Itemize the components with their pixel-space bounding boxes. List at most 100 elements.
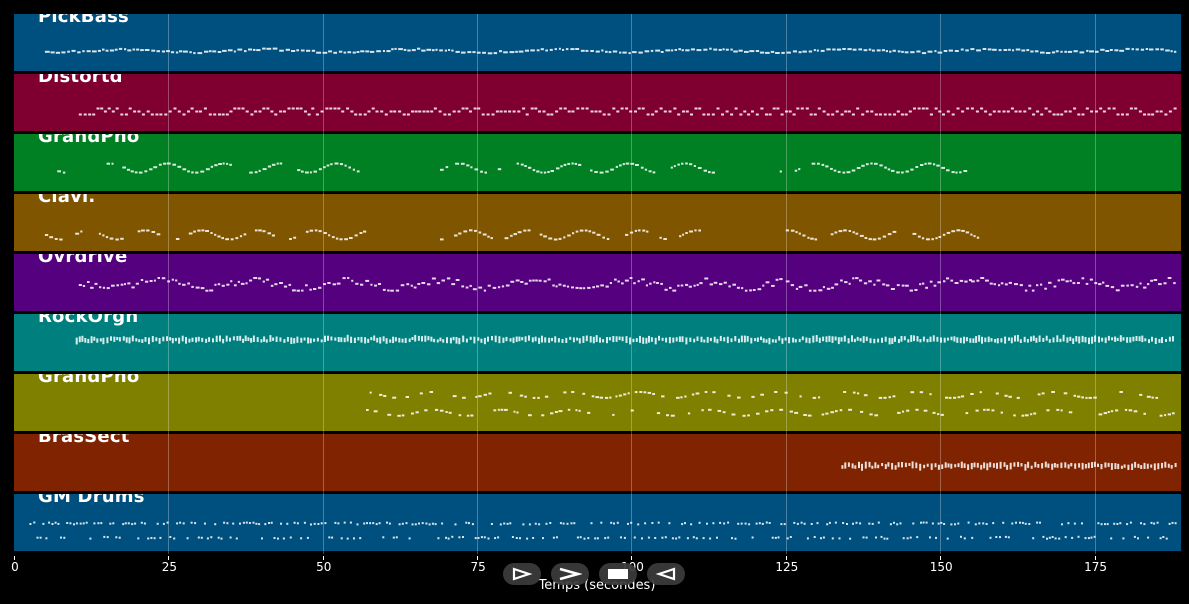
note <box>337 522 340 525</box>
note <box>632 338 635 343</box>
note <box>1159 414 1163 417</box>
note <box>859 279 863 282</box>
note <box>956 107 960 110</box>
fast-forward-button[interactable] <box>551 563 589 585</box>
note <box>572 337 575 343</box>
note <box>447 113 451 116</box>
note <box>301 170 304 173</box>
note <box>153 537 156 540</box>
note <box>1160 48 1164 51</box>
note <box>981 336 983 344</box>
note <box>503 51 508 54</box>
note <box>350 336 353 343</box>
note <box>602 236 605 239</box>
stop-button[interactable] <box>599 563 637 585</box>
note <box>392 536 395 539</box>
note <box>378 522 381 525</box>
note <box>283 339 286 343</box>
note <box>120 283 124 286</box>
note <box>793 521 796 524</box>
note <box>267 165 272 168</box>
note <box>765 113 768 116</box>
note <box>360 283 364 286</box>
note <box>864 237 868 239</box>
track-name: Distortd <box>38 74 123 87</box>
note <box>556 536 558 539</box>
note <box>309 288 312 291</box>
note <box>262 230 266 233</box>
note <box>954 50 959 52</box>
note <box>599 396 604 399</box>
note <box>877 237 881 240</box>
playback-controls <box>503 563 685 587</box>
note <box>1064 462 1067 468</box>
note <box>33 521 36 524</box>
note <box>476 51 481 54</box>
note <box>1040 51 1045 54</box>
note <box>360 336 363 343</box>
note <box>709 47 712 50</box>
note <box>375 523 378 526</box>
note <box>505 284 510 287</box>
note <box>576 536 579 539</box>
note <box>784 391 788 394</box>
note <box>205 230 209 232</box>
note <box>601 49 604 52</box>
note <box>906 537 909 540</box>
note <box>654 537 657 539</box>
note <box>808 337 811 344</box>
note <box>864 461 867 469</box>
note <box>681 49 684 52</box>
note <box>1039 521 1041 524</box>
note <box>313 288 317 290</box>
note <box>855 232 859 235</box>
note <box>313 338 316 342</box>
note <box>645 337 648 344</box>
note <box>621 336 624 342</box>
note <box>229 337 231 342</box>
note <box>806 537 809 540</box>
note <box>956 229 961 232</box>
note <box>596 537 599 540</box>
note <box>254 229 258 232</box>
note <box>469 284 472 287</box>
note <box>166 521 169 524</box>
note <box>265 278 270 281</box>
note <box>947 337 949 341</box>
note <box>563 107 567 110</box>
note <box>491 336 493 341</box>
play-button[interactable] <box>503 563 541 585</box>
note <box>670 414 675 417</box>
note <box>1013 462 1016 467</box>
note <box>1052 337 1055 343</box>
note <box>550 113 554 116</box>
note <box>1045 52 1051 54</box>
note <box>940 521 943 524</box>
note <box>1073 522 1076 525</box>
note <box>687 412 691 415</box>
note <box>536 170 540 173</box>
note <box>1003 462 1006 467</box>
note <box>677 113 681 116</box>
note <box>656 282 659 284</box>
note <box>560 165 563 168</box>
rewind-button[interactable] <box>647 563 685 585</box>
note-layer <box>78 277 1176 292</box>
note <box>862 536 865 539</box>
note <box>369 391 372 394</box>
note <box>921 237 925 240</box>
note <box>979 391 982 394</box>
note <box>882 235 887 238</box>
note <box>847 338 850 344</box>
note <box>937 464 940 470</box>
note <box>571 110 575 113</box>
note <box>544 337 547 343</box>
track-lane: Ovrdrive <box>14 254 1181 311</box>
note <box>673 107 677 110</box>
note <box>187 170 190 173</box>
note <box>910 168 914 171</box>
note <box>431 522 434 525</box>
note <box>937 413 940 416</box>
note <box>1167 463 1170 468</box>
note <box>266 107 270 110</box>
